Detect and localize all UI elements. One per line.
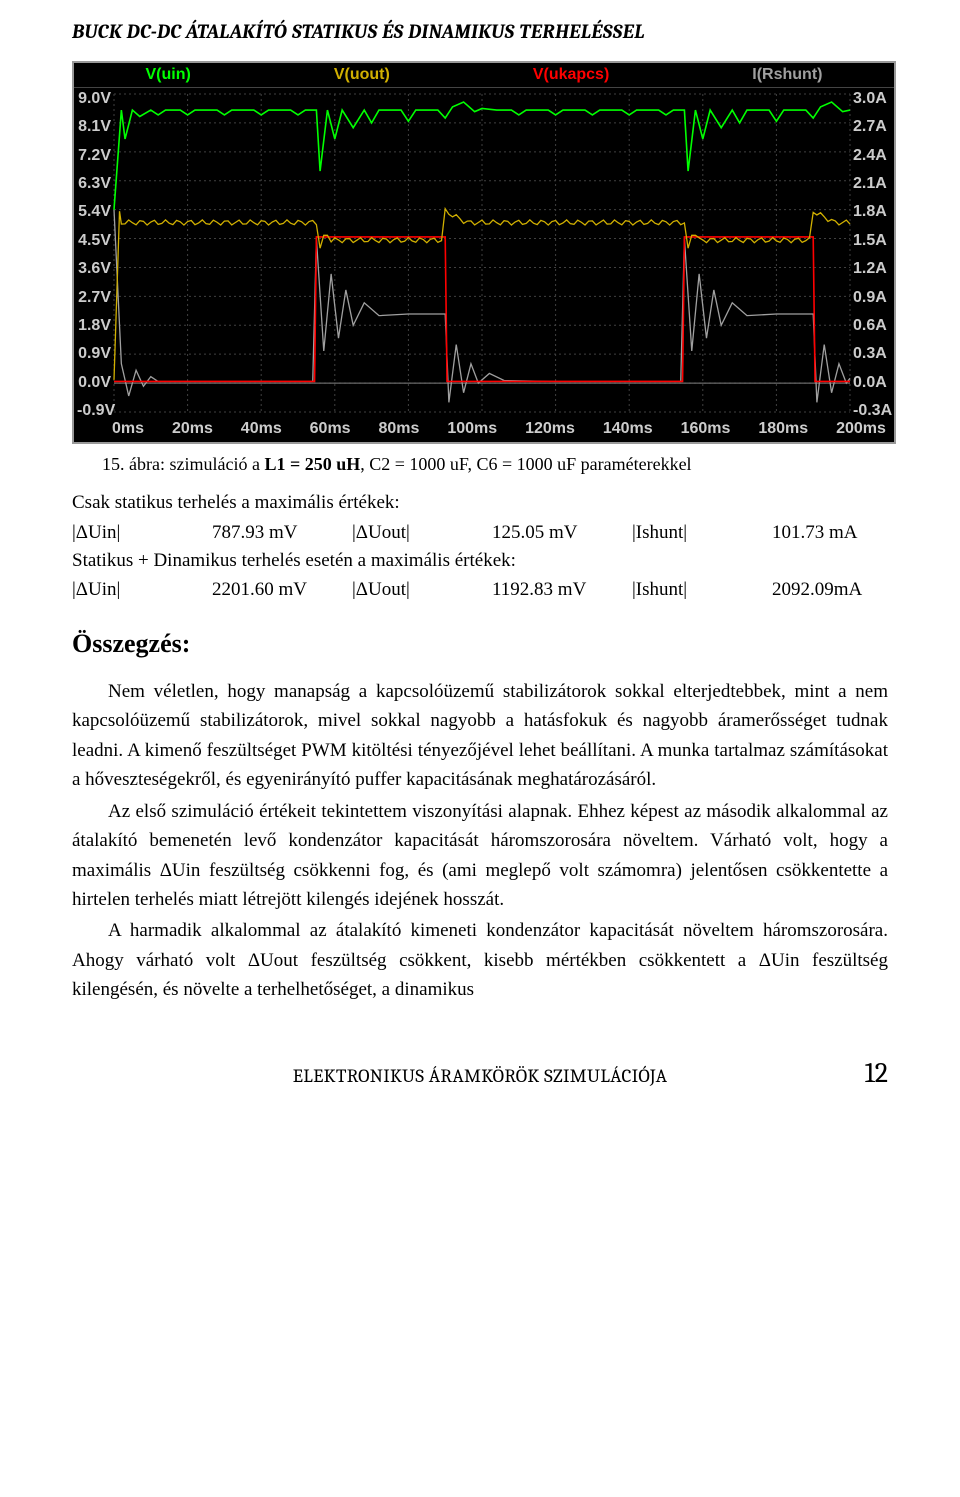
y-tick-left: 6.3V (77, 175, 111, 193)
x-tick: 20ms (172, 420, 213, 438)
y-tick-right: 2.1A (853, 175, 891, 193)
x-tick: 40ms (241, 420, 282, 438)
page-footer: ELEKTRONIKUS ÁRAMKÖRÖK SZIMULÁCIÓJA 12 (72, 1057, 888, 1089)
caption-rest: , C2 = 1000 uF, C6 = 1000 uF paraméterek… (360, 454, 691, 474)
dyn-duin-label: |ΔUin| (72, 575, 212, 604)
static-ishunt-label: |Ishunt| (632, 518, 772, 547)
chart-y-axis-left: 9.0V 8.1V 7.2V 6.3V 5.4V 4.5V 3.6V 2.7V 1.8V 0.9V… (77, 88, 111, 422)
chart-x-axis: 0ms 20ms 40ms 60ms 80ms 100ms 120ms 140ms 160ms 1… (74, 418, 894, 442)
section-title: Összegzés: (72, 629, 888, 659)
static-duout-label: |ΔUout| (352, 518, 492, 547)
dyn-ishunt-value: 2092.09mA (772, 575, 862, 604)
dynamic-data-row: |ΔUin| 2201.60 mV |ΔUout| 1192.83 mV |Is… (72, 575, 888, 604)
legend-item: V(uout) (334, 66, 390, 84)
dyn-duin-value: 2201.60 mV (212, 575, 352, 604)
x-tick: 120ms (525, 420, 575, 438)
y-tick-right: 0.6A (853, 317, 891, 335)
y-tick-left: 3.6V (77, 260, 111, 278)
y-tick-left: 5.4V (77, 203, 111, 221)
chart-plot-area: 9.0V 8.1V 7.2V 6.3V 5.4V 4.5V 3.6V 2.7V 1.8V 0.9V… (74, 88, 894, 418)
figure-caption: 15. ábra: szimuláció a L1 = 250 uH, C2 =… (102, 454, 888, 475)
footer-title: ELEKTRONIKUS ÁRAMKÖRÖK SZIMULÁCIÓJA (112, 1065, 848, 1087)
dynamic-heading: Statikus + Dinamikus terhelés esetén a m… (72, 547, 888, 576)
x-tick: 0ms (112, 420, 144, 438)
x-tick: 200ms (836, 420, 886, 438)
static-ishunt-value: 101.73 mA (772, 518, 858, 547)
legend-item: I(Rshunt) (752, 66, 822, 84)
legend-item: V(ukapcs) (533, 66, 609, 84)
y-tick-left: 8.1V (77, 118, 111, 136)
y-tick-right: 1.2A (853, 260, 891, 278)
dyn-duout-label: |ΔUout| (352, 575, 492, 604)
x-tick: 80ms (378, 420, 419, 438)
y-tick-right: 0.0A (853, 374, 891, 392)
y-tick-right: 2.7A (853, 118, 891, 136)
x-tick: 140ms (603, 420, 653, 438)
chart-y-axis-right: 3.0A 2.7A 2.4A 2.1A 1.8A 1.5A 1.2A 0.9A 0.6A 0.3A… (853, 88, 891, 422)
y-tick-left: 2.7V (77, 289, 111, 307)
page-number: 12 (848, 1057, 888, 1089)
y-tick-left: -0.9V (77, 402, 111, 420)
chart-legend: V(uin) V(uout) V(ukapcs) I(Rshunt) (74, 63, 894, 88)
static-duout-value: 125.05 mV (492, 518, 632, 547)
caption-lead: ábra: szimuláció a (125, 454, 265, 474)
x-tick: 180ms (758, 420, 808, 438)
y-tick-left: 9.0V (77, 90, 111, 108)
y-tick-left: 1.8V (77, 317, 111, 335)
static-data-row: |ΔUin| 787.93 mV |ΔUout| 125.05 mV |Ishu… (72, 518, 888, 547)
dyn-duout-value: 1192.83 mV (492, 575, 632, 604)
y-tick-right: 3.0A (853, 90, 891, 108)
legend-item: V(uin) (146, 66, 191, 84)
static-duin-label: |ΔUin| (72, 518, 212, 547)
caption-number: 15. (102, 454, 125, 474)
static-duin-value: 787.93 mV (212, 518, 352, 547)
x-tick: 100ms (447, 420, 497, 438)
y-tick-right: 1.5A (853, 232, 891, 250)
y-tick-left: 7.2V (77, 147, 111, 165)
body-paragraph: Az első szimuláció értékeit tekintettem … (72, 797, 888, 915)
static-heading: Csak statikus terhelés a maximális érték… (72, 489, 888, 518)
x-tick: 160ms (681, 420, 731, 438)
dyn-ishunt-label: |Ishunt| (632, 575, 772, 604)
x-tick: 60ms (310, 420, 351, 438)
y-tick-right: 2.4A (853, 147, 891, 165)
y-tick-left: 0.9V (77, 345, 111, 363)
caption-params: L1 = 250 uH (264, 454, 360, 474)
body-paragraph: Nem véletlen, hogy manapság a kapcsolóüz… (72, 677, 888, 795)
y-tick-right: 0.3A (853, 345, 891, 363)
page-header-title: BUCK DC-DC ÁTALAKÍTÓ STATIKUS ÉS DINAMIK… (72, 0, 888, 61)
body-paragraph: A harmadik alkalommal az átalakító kimen… (72, 916, 888, 1004)
y-tick-left: 4.5V (77, 232, 111, 250)
y-tick-right: 0.9A (853, 289, 891, 307)
y-tick-right: -0.3A (853, 402, 891, 420)
y-tick-right: 1.8A (853, 203, 891, 221)
y-tick-left: 0.0V (77, 374, 111, 392)
oscilloscope-chart: V(uin) V(uout) V(ukapcs) I(Rshunt) 9.0V 8.1V… (72, 61, 896, 444)
